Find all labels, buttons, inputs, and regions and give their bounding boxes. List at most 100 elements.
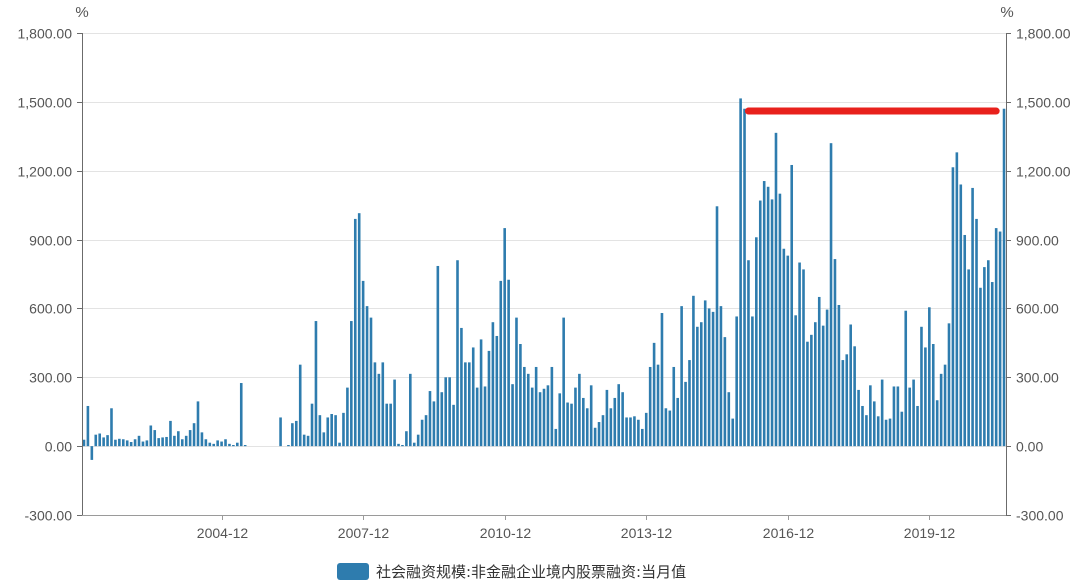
bar-2004-10 [212, 443, 216, 447]
bar-2014-08 [676, 397, 679, 447]
bar-2011-04 [519, 344, 522, 447]
bar-2016-12 [786, 255, 790, 447]
bar-2010-01 [460, 327, 463, 447]
bar-2008-09 [397, 443, 400, 447]
bar-2002-06 [102, 437, 105, 447]
bar-2014-12 [692, 295, 695, 447]
bar-2002-05 [98, 433, 101, 447]
bar-2016-01 [743, 108, 746, 447]
bar-2018-08 [865, 415, 868, 447]
bar-2014-11 [688, 360, 691, 447]
bar-2013-09 [633, 416, 636, 447]
bar-2007-11 [357, 213, 361, 447]
bar-2012-07 [578, 373, 581, 447]
y-tick-label-left: 0.00 [45, 439, 72, 455]
bar-2018-12 [880, 379, 884, 447]
y-tick-label-left: 300.00 [29, 370, 72, 386]
bar-2008-08 [393, 379, 396, 447]
bar-2020-03 [939, 373, 943, 447]
bar-2013-11 [641, 428, 644, 447]
bar-2011-09 [538, 392, 542, 447]
bar-2015-11 [735, 316, 738, 447]
bar-2016-08 [770, 199, 774, 447]
bar-2004-03 [184, 435, 188, 447]
bar-2009-02 [416, 434, 420, 447]
y-tick-label-right: 1,500.00 [1016, 95, 1071, 111]
bar-2009-10 [448, 377, 451, 447]
bar-2016-02 [747, 260, 750, 447]
bar-2015-04 [707, 308, 711, 447]
bar-2009-08 [440, 392, 444, 447]
bar-2018-05 [853, 346, 856, 447]
bar-2020-09 [963, 234, 967, 447]
tick-labels: 1,800.00 1,800.00 1,500.00 1,500.00 1,200.00… [18, 26, 1071, 542]
bar-2018-09 [869, 385, 872, 447]
bar-2006-10 [306, 435, 310, 447]
bar-2014-04 [660, 313, 664, 447]
bar-2007-02 [322, 432, 326, 447]
bar-2015-09 [727, 392, 731, 447]
bar-2006-07 [294, 420, 298, 447]
y-tick-label-right: 1,200.00 [1016, 164, 1071, 180]
bar-2007-09 [350, 321, 353, 447]
bar-2002-12 [125, 440, 129, 447]
bar-2019-11 [924, 347, 927, 447]
bar-2010-03 [468, 362, 471, 447]
y-tick-label-right: 300.00 [1016, 370, 1059, 386]
bar-2017-05 [806, 341, 809, 447]
bar-2011-06 [526, 373, 530, 447]
bar-2016-11 [782, 248, 786, 447]
bar-2020-08 [959, 184, 963, 447]
bar-2010-07 [483, 386, 487, 447]
bar-2007-01 [318, 415, 322, 447]
bar-2011-07 [530, 387, 534, 447]
bar-2015-08 [723, 337, 727, 447]
bar-2016-04 [755, 237, 758, 447]
bar-2007-05 [334, 415, 337, 447]
bar-2021-03 [987, 260, 990, 447]
bar-2009-11 [452, 404, 455, 447]
bar-2011-08 [534, 366, 538, 447]
bar-2012-11 [593, 427, 597, 447]
bar-2003-10 [165, 436, 168, 447]
bar-2015-03 [703, 300, 707, 447]
bar-2017-07 [814, 322, 817, 447]
bar-2002-09 [114, 439, 117, 447]
bar-2020-01 [931, 344, 935, 447]
bar-2004-05 [192, 423, 196, 447]
gridlines [82, 33, 1006, 516]
x-tick-label: 2010-12 [480, 525, 532, 541]
bar-2008-06 [385, 403, 389, 447]
bar-2019-02 [888, 418, 892, 447]
bar-2004-07 [200, 432, 204, 447]
x-tick-label: 2019-12 [904, 525, 956, 541]
bar-2002-03 [90, 446, 94, 460]
bar-2016-10 [778, 193, 782, 447]
bar-2004-06 [196, 401, 200, 447]
bar-2009-07 [436, 265, 440, 447]
bar-2012-12 [597, 422, 601, 447]
bar-2013-06 [621, 392, 624, 447]
bar-2005-05 [239, 383, 243, 447]
bar-2003-03 [137, 435, 141, 447]
bar-2018-11 [876, 416, 880, 447]
bar-2019-01 [884, 419, 888, 447]
bar-2014-03 [656, 364, 660, 447]
bar-2003-06 [149, 425, 153, 447]
bar-2021-01 [979, 287, 982, 447]
bar-2006-05 [287, 445, 290, 447]
bar-2012-08 [582, 397, 585, 447]
bar-2002-10 [118, 438, 121, 447]
bar-2021-07 [1002, 108, 1006, 447]
bar-2012-09 [585, 408, 589, 447]
bar-2017-12 [833, 259, 837, 447]
bar-2013-04 [613, 397, 617, 447]
bar-2002-07 [106, 435, 109, 447]
bar-2011-11 [546, 385, 550, 447]
bar-2008-11 [405, 431, 408, 447]
bar-2004-09 [208, 442, 212, 447]
left-axis-unit: % [75, 4, 88, 21]
bar-2016-07 [766, 186, 770, 447]
legend-label: 社会融资规模:非金融企业境内股票融资:当月值 [376, 563, 686, 581]
y-tick-label-left: 1,500.00 [18, 95, 73, 111]
